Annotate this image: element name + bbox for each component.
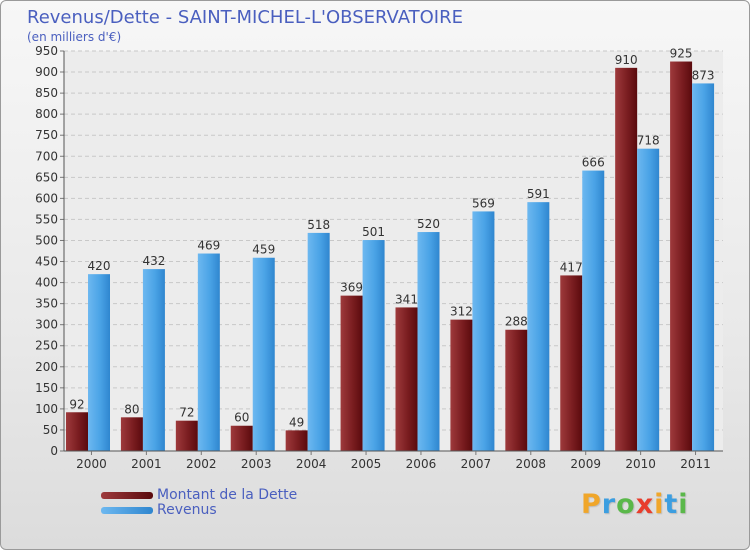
x-tick-label: 2005: [351, 457, 382, 471]
x-tick-label: 2002: [186, 457, 217, 471]
data-label: 591: [527, 187, 550, 201]
x-tick-label: 2003: [241, 457, 272, 471]
legend-item-dette: Montant de la Dette: [101, 488, 297, 502]
y-tick-label: 450: [35, 255, 58, 269]
data-label: 72: [179, 406, 194, 420]
data-label: 718: [637, 134, 660, 148]
y-tick-label: 850: [35, 86, 58, 100]
data-label: 60: [234, 411, 249, 425]
data-label: 925: [670, 47, 693, 61]
bar-revenus-2006: [417, 232, 440, 451]
bar-dette-2001: [120, 417, 143, 451]
bar-dette-2004: [285, 430, 308, 451]
data-label: 49: [289, 415, 304, 429]
x-tick-label: 2000: [76, 457, 107, 471]
y-tick-label: 100: [35, 402, 58, 416]
data-label: 469: [197, 239, 220, 253]
data-label: 92: [69, 397, 84, 411]
proxiti-logo: Proxiti: [581, 489, 689, 520]
bar-revenus-2004: [307, 232, 330, 451]
data-label: 432: [142, 254, 165, 268]
bar-dette-2003: [230, 425, 253, 451]
data-label: 312: [450, 305, 473, 319]
data-label: 501: [362, 225, 385, 239]
legend-label-revenus: Revenus: [157, 502, 217, 518]
y-tick-label: 900: [35, 65, 58, 79]
chart-title: Revenus/Dette - SAINT-MICHEL-L'OBSERVATO…: [27, 7, 463, 28]
y-tick-label: 300: [35, 318, 58, 332]
x-tick-label: 2004: [296, 457, 327, 471]
x-tick-label: 2008: [516, 457, 547, 471]
data-label: 80: [124, 402, 139, 416]
bar-dette-2007: [450, 319, 473, 451]
logo-letter: o: [616, 489, 636, 520]
y-tick-label: 400: [35, 276, 58, 290]
x-tick-label: 2010: [625, 457, 656, 471]
legend-label-dette: Montant de la Dette: [157, 487, 298, 503]
y-tick-label: 650: [35, 170, 58, 184]
bar-dette-2008: [505, 329, 528, 451]
data-label: 569: [472, 196, 495, 210]
y-tick-label: 150: [35, 381, 58, 395]
x-tick-label: 2011: [680, 457, 711, 471]
bar-revenus-2000: [88, 274, 110, 451]
y-tick-label: 500: [35, 233, 58, 247]
data-label: 420: [88, 259, 111, 273]
bar-revenus-2011: [692, 83, 715, 451]
bar-revenus-2008: [527, 202, 550, 451]
logo-letter: x: [635, 489, 655, 520]
data-label: 369: [340, 281, 363, 295]
y-tick-label: 550: [35, 212, 58, 226]
y-tick-label: 350: [35, 297, 58, 311]
y-tick-label: 250: [35, 339, 58, 353]
x-tick-label: 2007: [461, 457, 492, 471]
y-tick-label: 700: [35, 149, 58, 163]
y-tick-label: 600: [35, 191, 58, 205]
data-label: 288: [505, 315, 528, 329]
logo-letter: t: [664, 489, 679, 520]
data-label: 417: [560, 260, 583, 274]
bar-dette-2005: [340, 295, 363, 451]
y-tick-label: 0: [50, 444, 58, 458]
x-tick-label: 2006: [406, 457, 437, 471]
bar-dette-2011: [670, 61, 693, 452]
logo-letter: r: [601, 489, 617, 520]
legend-swatch-dette: [101, 491, 153, 499]
data-label: 873: [692, 68, 715, 82]
x-tick-label: 2001: [131, 457, 162, 471]
legend-item-revenus: Revenus: [101, 503, 217, 517]
plot-area: [64, 51, 723, 451]
y-tick-label: 950: [35, 44, 58, 58]
bar-revenus-2001: [142, 269, 165, 451]
bar-dette-2002: [175, 420, 198, 451]
bar-revenus-2003: [252, 257, 275, 451]
data-label: 666: [582, 156, 605, 170]
y-tick-label: 800: [35, 107, 58, 121]
legend-swatch-revenus: [101, 506, 153, 514]
y-tick-label: 200: [35, 360, 58, 374]
bar-revenus-2002: [197, 253, 220, 451]
y-tick-label: 750: [35, 128, 58, 142]
bar-revenus-2007: [472, 211, 495, 451]
chart-subtitle: (en milliers d'€): [27, 30, 122, 44]
data-label: 520: [417, 217, 440, 231]
bar-dette-2006: [395, 307, 418, 451]
data-label: 341: [395, 292, 418, 306]
data-label: 518: [307, 218, 330, 232]
bar-dette-2000: [66, 412, 88, 451]
logo-letter: i: [678, 489, 689, 520]
bar-revenus-2009: [582, 170, 605, 451]
bar-dette-2010: [615, 67, 638, 451]
data-label: 459: [252, 243, 275, 257]
logo-letter: i: [654, 489, 665, 520]
bar-revenus-2010: [637, 148, 660, 451]
y-tick-label: 50: [43, 423, 58, 437]
logo-letter: P: [581, 489, 602, 520]
data-label: 910: [615, 53, 638, 67]
bar-revenus-2005: [362, 240, 385, 451]
bar-dette-2009: [560, 275, 583, 451]
x-tick-label: 2009: [570, 457, 601, 471]
